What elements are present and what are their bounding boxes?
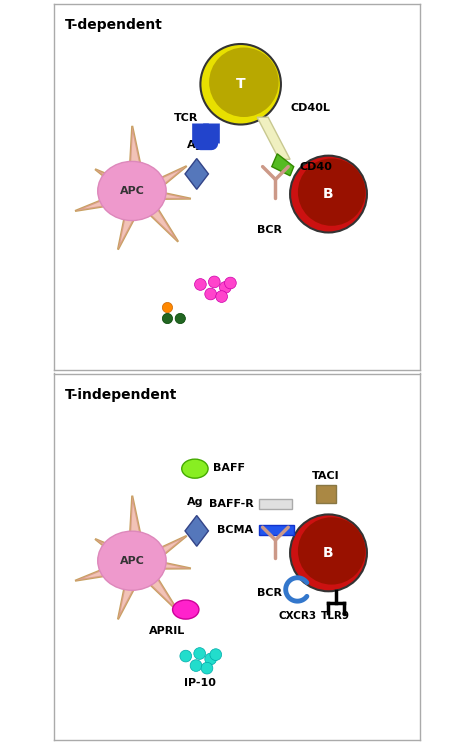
Polygon shape bbox=[75, 126, 191, 249]
FancyBboxPatch shape bbox=[198, 143, 214, 149]
Polygon shape bbox=[75, 496, 191, 619]
Circle shape bbox=[194, 648, 206, 660]
Text: T-dependent: T-dependent bbox=[65, 19, 163, 32]
FancyBboxPatch shape bbox=[316, 485, 336, 503]
FancyBboxPatch shape bbox=[259, 499, 292, 509]
Text: APC: APC bbox=[119, 556, 145, 565]
Text: TCR: TCR bbox=[173, 113, 198, 123]
Circle shape bbox=[225, 277, 236, 289]
Ellipse shape bbox=[173, 600, 199, 619]
Polygon shape bbox=[272, 154, 294, 176]
Circle shape bbox=[298, 517, 365, 585]
Text: B: B bbox=[323, 546, 334, 560]
Text: T-independent: T-independent bbox=[65, 388, 177, 402]
Polygon shape bbox=[185, 515, 209, 546]
Circle shape bbox=[210, 648, 222, 660]
Circle shape bbox=[290, 515, 367, 592]
Circle shape bbox=[175, 314, 185, 323]
Text: TLR9: TLR9 bbox=[321, 611, 350, 622]
Text: APRIL: APRIL bbox=[149, 626, 186, 636]
Ellipse shape bbox=[98, 531, 166, 590]
Polygon shape bbox=[75, 496, 191, 619]
Text: CD40: CD40 bbox=[299, 161, 332, 172]
Circle shape bbox=[201, 663, 213, 674]
Text: APC: APC bbox=[119, 186, 145, 196]
Text: BCR: BCR bbox=[257, 588, 283, 598]
Circle shape bbox=[205, 288, 217, 300]
Text: BAFF: BAFF bbox=[213, 463, 245, 473]
Circle shape bbox=[209, 48, 279, 117]
Text: BCR: BCR bbox=[257, 225, 283, 235]
Circle shape bbox=[162, 314, 173, 323]
Circle shape bbox=[209, 276, 220, 288]
Polygon shape bbox=[75, 126, 191, 249]
Polygon shape bbox=[185, 158, 209, 189]
Ellipse shape bbox=[182, 459, 208, 478]
Circle shape bbox=[194, 279, 206, 291]
Text: B: B bbox=[323, 187, 334, 201]
Text: BCMA: BCMA bbox=[218, 525, 254, 535]
Text: TACI: TACI bbox=[312, 471, 339, 482]
FancyBboxPatch shape bbox=[259, 524, 294, 535]
Text: CXCR3: CXCR3 bbox=[278, 611, 317, 622]
Text: CD40L: CD40L bbox=[290, 103, 330, 113]
Text: T: T bbox=[236, 77, 246, 91]
Circle shape bbox=[201, 44, 281, 125]
Circle shape bbox=[298, 158, 365, 226]
Polygon shape bbox=[257, 117, 290, 159]
Circle shape bbox=[205, 653, 217, 665]
Circle shape bbox=[180, 650, 191, 662]
Text: Ag: Ag bbox=[187, 497, 203, 507]
Circle shape bbox=[216, 291, 228, 303]
Circle shape bbox=[219, 282, 231, 294]
Circle shape bbox=[162, 303, 173, 313]
Ellipse shape bbox=[98, 161, 166, 220]
Circle shape bbox=[190, 660, 202, 672]
Text: Ag: Ag bbox=[187, 140, 203, 150]
Text: BAFF-R: BAFF-R bbox=[209, 499, 254, 509]
Circle shape bbox=[290, 155, 367, 232]
Text: IP-10: IP-10 bbox=[184, 678, 216, 688]
